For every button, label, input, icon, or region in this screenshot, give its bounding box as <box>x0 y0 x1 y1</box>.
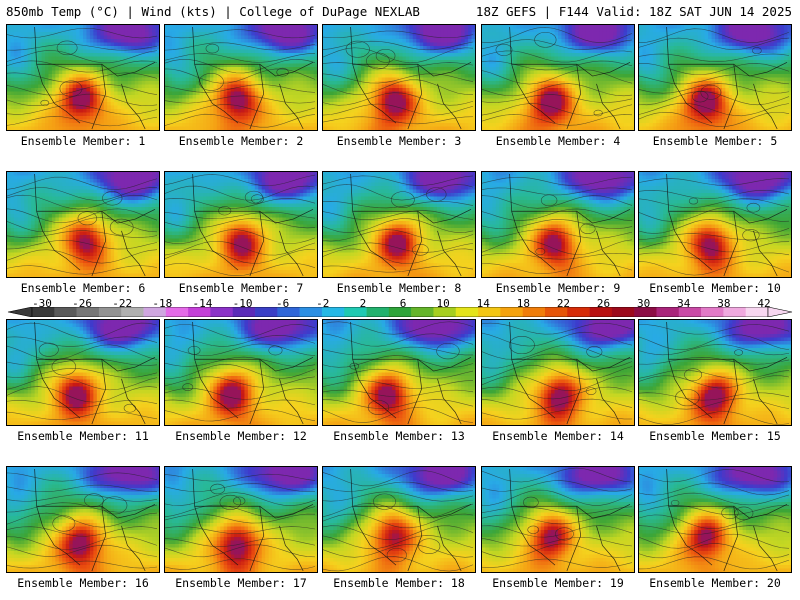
map-title: 850mb Temp (°C) | Wind (kts) | College o… <box>6 4 420 19</box>
colorbar-segment <box>589 307 613 317</box>
colorbar-segment <box>522 307 546 317</box>
ensemble-map-panel <box>638 319 792 426</box>
ensemble-map-panel <box>164 319 318 426</box>
colorbar-segment <box>411 307 434 317</box>
colorbar-segment <box>32 307 55 317</box>
ensemble-member-label: Ensemble Member: 20 <box>636 576 794 590</box>
ensemble-member-label: Ensemble Member: 16 <box>4 576 162 590</box>
colorbar-tick-label: 6 <box>400 297 407 310</box>
colorbar-tick-label: 38 <box>717 297 730 310</box>
colorbar-tick-label: 22 <box>557 297 570 310</box>
colorbar-segment <box>121 307 144 317</box>
colorbar-segment <box>277 307 300 317</box>
colorbar-segment <box>54 307 77 317</box>
colorbar-segment <box>210 307 234 317</box>
colorbar-segment <box>433 307 457 317</box>
colorbar-segment <box>678 307 702 317</box>
colorbar-segment <box>656 307 680 317</box>
ensemble-map-panel <box>481 319 635 426</box>
ensemble-member-label: Ensemble Member: 9 <box>479 281 637 295</box>
colorbar-segment <box>321 307 345 317</box>
ensemble-map-panel <box>481 466 635 573</box>
colorbar-tick-label: -30 <box>32 297 52 310</box>
colorbar-segment <box>567 307 590 317</box>
colorbar-segment <box>500 307 523 317</box>
ensemble-map-panel <box>322 171 476 278</box>
ensemble-member-label: Ensemble Member: 12 <box>162 429 320 443</box>
ensemble-member-label: Ensemble Member: 5 <box>636 134 794 148</box>
ensemble-member-label: Ensemble Member: 4 <box>479 134 637 148</box>
temperature-colorbar: -30 -26 -22 -18 -14 -10 -6 -2 2 6 10 14 18 22 26 30 34 38… <box>0 297 800 321</box>
colorbar-right-arrow <box>767 307 793 317</box>
colorbar-segment <box>478 307 501 317</box>
ensemble-map-panel <box>6 466 160 573</box>
ensemble-member-label: Ensemble Member: 6 <box>4 281 162 295</box>
ensemble-member-label: Ensemble Member: 8 <box>320 281 478 295</box>
ensemble-map-panel <box>638 466 792 573</box>
ensemble-member-label: Ensemble Member: 2 <box>162 134 320 148</box>
ensemble-map-panel <box>322 466 476 573</box>
colorbar-tick-label: 26 <box>597 297 610 310</box>
ensemble-member-label: Ensemble Member: 13 <box>320 429 478 443</box>
ensemble-member-label: Ensemble Member: 15 <box>636 429 794 443</box>
colorbar-segment <box>634 307 657 317</box>
ensemble-map-panel <box>481 171 635 278</box>
ensemble-map-panel <box>164 466 318 573</box>
ensemble-member-label: Ensemble Member: 18 <box>320 576 478 590</box>
colorbar-tick-label: -14 <box>193 297 213 310</box>
colorbar-tick-label: -10 <box>233 297 253 310</box>
ensemble-member-label: Ensemble Member: 19 <box>479 576 637 590</box>
colorbar-tick-label: 42 <box>757 297 770 310</box>
colorbar-tick-label: 10 <box>436 297 449 310</box>
colorbar-segment <box>366 307 390 317</box>
colorbar-segment <box>701 307 724 317</box>
colorbar-segment <box>611 307 635 317</box>
colorbar-segment <box>232 307 256 317</box>
colorbar-segment <box>165 307 189 317</box>
colorbar-segment <box>745 307 769 317</box>
colorbar-tick-label: -6 <box>276 297 289 310</box>
model-run-label: 18Z GEFS | F144 Valid: 18Z SAT JUN 14 20… <box>476 4 792 19</box>
colorbar-tick-label: 14 <box>477 297 490 310</box>
colorbar-tick-label: 34 <box>677 297 690 310</box>
colorbar-segment <box>143 307 167 317</box>
colorbar-segment <box>544 307 568 317</box>
colorbar-segment <box>255 307 278 317</box>
ensemble-map-panel <box>164 171 318 278</box>
ensemble-map-panel <box>6 319 160 426</box>
colorbar-segment <box>723 307 746 317</box>
colorbar-left-arrow <box>7 307 33 317</box>
ensemble-member-label: Ensemble Member: 17 <box>162 576 320 590</box>
colorbar-strip <box>7 307 793 317</box>
ensemble-map-panel <box>6 171 160 278</box>
colorbar-tick-label: -2 <box>316 297 329 310</box>
ensemble-member-label: Ensemble Member: 1 <box>4 134 162 148</box>
colorbar-tick-label: 18 <box>517 297 530 310</box>
colorbar-segment <box>455 307 479 317</box>
ensemble-member-label: Ensemble Member: 3 <box>320 134 478 148</box>
colorbar-tick-label: -22 <box>112 297 132 310</box>
ensemble-map-panel <box>481 24 635 131</box>
colorbar-segment <box>98 307 122 317</box>
colorbar-segment <box>76 307 100 317</box>
ensemble-map-panel <box>6 24 160 131</box>
ensemble-map-panel <box>322 319 476 426</box>
ensemble-map-panel <box>322 24 476 131</box>
colorbar-segment <box>388 307 412 317</box>
colorbar-tick-label: 30 <box>637 297 650 310</box>
colorbar-segment <box>299 307 323 317</box>
colorbar-segment <box>188 307 211 317</box>
colorbar-tick-label: -26 <box>72 297 92 310</box>
ensemble-member-label: Ensemble Member: 14 <box>479 429 637 443</box>
ensemble-member-label: Ensemble Member: 11 <box>4 429 162 443</box>
ensemble-map-panel <box>164 24 318 131</box>
colorbar-tick-label: -18 <box>152 297 172 310</box>
colorbar-segment <box>344 307 367 317</box>
ensemble-member-label: Ensemble Member: 10 <box>636 281 794 295</box>
ensemble-map-panel <box>638 171 792 278</box>
colorbar-tick-label: 2 <box>360 297 367 310</box>
ensemble-member-label: Ensemble Member: 7 <box>162 281 320 295</box>
ensemble-map-panel <box>638 24 792 131</box>
